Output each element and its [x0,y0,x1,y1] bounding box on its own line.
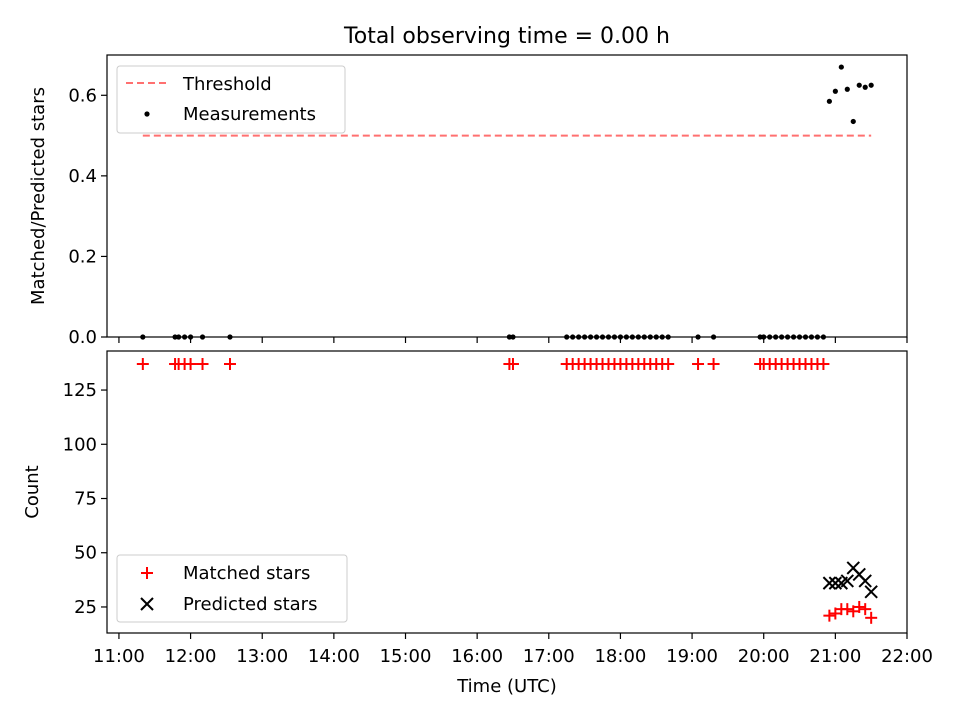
chart-title: Total observing time = 0.00 h [343,24,670,49]
legend-measurements-label: Measurements [183,104,316,125]
top-y-tick-label: 0.6 [68,85,97,106]
matched-star-point [506,358,519,371]
matched-star-point [196,358,209,371]
measurement-point [832,88,838,94]
top-legend-box [116,65,346,134]
bottom-axes-frame [106,350,908,634]
legend-threshold-label: Threshold [182,74,272,95]
x-tick-label: 16:00 [451,646,503,667]
bottom-y-tick-label: 125 [63,380,97,401]
top-axes-frame [106,54,908,338]
matched-star-point [823,609,836,622]
top-y-axis-label: Matched/Predicted stars [28,87,49,305]
legend-predicted-label: Predicted stars [183,594,317,615]
bottom-y-tick-label: 50 [74,543,97,564]
top-legend: Threshold Measurements [116,65,346,134]
x-tick-label: 20:00 [738,646,790,667]
top-y-tick-label: 0.2 [68,246,97,267]
matched-star-point [859,603,872,616]
matched-star-point [692,358,705,371]
x-tick-label: 14:00 [308,646,360,667]
x-axis-label: Time (UTC) [456,676,557,697]
matched-star-point [853,600,866,613]
legend-matched-label: Matched stars [183,563,310,584]
measurement-point [862,84,868,90]
x-tick-label: 17:00 [523,646,575,667]
measurement-point [826,98,832,104]
top-panel: 0.0 0.2 0.4 0.6 Matched/Predicted stars Thr… [28,54,908,348]
predicted-star-point [828,576,843,590]
x-tick-label: 18:00 [594,646,646,667]
x-tick-label: 19:00 [666,646,718,667]
top-ticks: 0.0 0.2 0.4 0.6 [68,85,908,348]
top-y-tick-label: 0.4 [68,166,97,187]
bottom-ticks: 11:00 12:00 13:00 14:00 15:00 16:00 17:00 18:00… [63,380,933,667]
x-tick-label: 13:00 [236,646,288,667]
matched-star-point [662,358,675,371]
bottom-y-tick-label: 25 [74,597,97,618]
predicted-star-point [864,585,878,599]
measurement-point [850,118,856,125]
x-tick-label: 21:00 [809,646,861,667]
x-tick-label: 22:00 [881,646,933,667]
matched-star-point [223,358,236,371]
measurement-point [838,64,844,70]
legend-matched-swatch [141,567,153,579]
top-y-tick-label: 0.0 [68,327,97,348]
x-tick-label: 15:00 [380,646,432,667]
legend-measurements-swatch [144,111,150,117]
x-tick-label: 11:00 [93,646,145,667]
legend-predicted-swatch [140,597,154,611]
bottom-y-axis-label: Count [22,465,43,518]
predicted-star-point [840,574,855,588]
matched-star-point [707,358,720,371]
matched-star-point [865,611,878,624]
bottom-legend: Matched stars Predicted stars [116,554,348,623]
matched-star-point [841,603,854,616]
predicted-star-point [822,576,837,590]
bottom-y-tick-label: 100 [63,434,97,455]
x-tick-label: 12:00 [165,646,217,667]
measurement-point [856,82,862,88]
matched-star-point [136,358,149,371]
predicted-star-point [858,574,872,588]
matched-star-point [817,358,830,371]
measurement-point [844,86,850,92]
bottom-panel: 11:00 12:00 13:00 14:00 15:00 16:00 17:00 18:00… [22,350,933,697]
bottom-marks [136,358,878,624]
bottom-y-tick-label: 75 [74,489,97,510]
measurement-point [868,82,874,88]
matched-star-point [184,358,197,371]
bottom-legend-box [116,554,348,623]
